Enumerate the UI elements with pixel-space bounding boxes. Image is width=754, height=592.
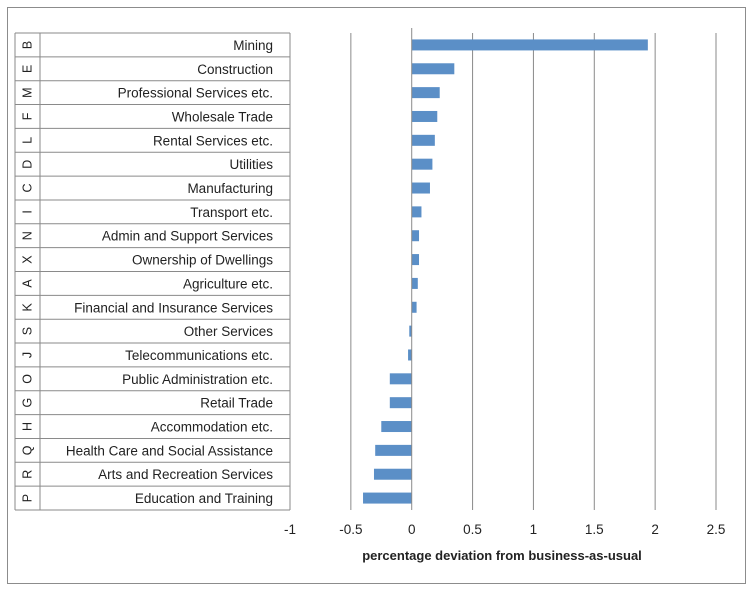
bar-k	[411, 301, 417, 313]
category-label: Health Care and Social Assistance	[66, 443, 273, 458]
bar-j	[408, 349, 412, 361]
x-axis-title: percentage deviation from business-as-us…	[362, 548, 642, 563]
category-code: N	[21, 231, 35, 240]
category-label: Mining	[233, 38, 273, 53]
bar-l	[411, 134, 435, 146]
category-label: Construction	[197, 62, 273, 77]
category-label: Utilities	[229, 157, 273, 172]
category-code: C	[21, 184, 35, 193]
category-code: L	[21, 137, 35, 144]
bar-r	[373, 468, 412, 480]
bar-h	[381, 421, 412, 433]
category-label: Ownership of Dwellings	[132, 253, 273, 268]
category-label: Transport etc.	[190, 205, 273, 220]
category-code: B	[21, 41, 35, 49]
bar-s	[409, 325, 412, 337]
category-code: Q	[21, 445, 35, 455]
category-code: M	[21, 87, 35, 97]
category-code: R	[21, 470, 35, 479]
category-label: Manufacturing	[187, 181, 273, 196]
category-label: Other Services	[184, 324, 274, 339]
bar-g	[389, 397, 412, 409]
bar-f	[411, 110, 438, 122]
category-label: Rental Services etc.	[153, 133, 273, 148]
bar-i	[411, 206, 422, 218]
category-label: Agriculture etc.	[183, 276, 273, 291]
category-code: P	[21, 494, 35, 502]
bar-n	[411, 230, 420, 242]
category-label: Public Administration etc.	[122, 372, 273, 387]
bar-p	[363, 492, 412, 504]
category-label: Admin and Support Services	[102, 229, 273, 244]
bar-c	[411, 182, 430, 194]
bar-m	[411, 87, 440, 99]
x-tick-label: 0.5	[463, 522, 482, 537]
bar-x	[411, 254, 420, 266]
category-code: H	[21, 422, 35, 431]
gridlines	[289, 33, 717, 510]
category-code: O	[21, 374, 35, 384]
category-code: G	[21, 398, 35, 408]
bars	[363, 28, 648, 510]
category-code: S	[21, 327, 35, 335]
category-label: Education and Training	[135, 491, 273, 506]
category-label: Wholesale Trade	[172, 109, 273, 124]
category-code: E	[21, 65, 35, 73]
chart-frame	[7, 7, 746, 584]
bar-o	[389, 373, 412, 385]
bar-q	[375, 444, 412, 456]
x-tick-label: -1	[284, 522, 296, 537]
category-label: Arts and Recreation Services	[98, 467, 273, 482]
x-tick-label: 2	[651, 522, 659, 537]
category-label: Financial and Insurance Services	[74, 300, 273, 315]
bar-b	[411, 39, 648, 51]
x-tick-label: 0	[408, 522, 416, 537]
category-label: Retail Trade	[200, 396, 273, 411]
category-code: F	[21, 112, 35, 120]
x-tick-label: 2.5	[707, 522, 726, 537]
x-axis-ticks: -1 -0.5 0 0.5 1 1.5 2 2.5	[284, 522, 725, 537]
category-code: X	[21, 255, 35, 264]
category-code: J	[21, 352, 35, 358]
bar-a	[411, 277, 418, 289]
category-rows: B Mining E Construction M Professional Servic…	[14, 32, 291, 511]
bar-e	[411, 63, 455, 75]
category-label: Accommodation etc.	[151, 420, 273, 435]
x-tick-label: -0.5	[339, 522, 362, 537]
category-code: A	[21, 279, 35, 288]
category-label: Telecommunications etc.	[125, 348, 273, 363]
x-tick-label: 1.5	[585, 522, 604, 537]
category-code: K	[21, 302, 35, 311]
category-code: I	[21, 210, 35, 213]
x-tick-label: 1	[530, 522, 538, 537]
category-code: D	[21, 160, 35, 169]
category-label: Professional Services etc.	[118, 86, 273, 101]
bar-d	[411, 158, 433, 170]
